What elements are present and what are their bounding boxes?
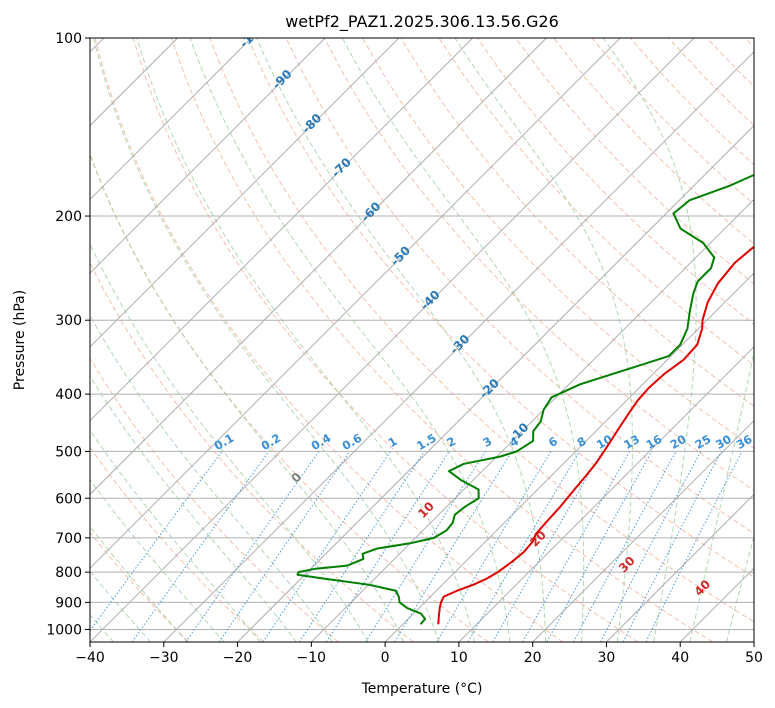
mixing-ratio-line (645, 451, 743, 642)
isotherm-line (90, 38, 326, 274)
dry-adiabat (132, 38, 639, 642)
chart-title: wetPf2_PAZ1.2025.306.13.56.G26 (285, 12, 559, 32)
y-tick-label: 1000 (46, 622, 82, 638)
profile-lines (296, 173, 754, 625)
dewpoint-profile-line (296, 173, 754, 625)
x-tick-label: 50 (745, 650, 763, 666)
isotherm-line (90, 38, 547, 496)
moist-adiabat (256, 38, 547, 642)
dry-adiabat (438, 38, 754, 366)
dry-adiabat (209, 38, 754, 623)
isotherm-line (90, 38, 400, 348)
moist-adiabat (726, 534, 754, 642)
dry-adiabat (400, 38, 754, 407)
isotherm-line (90, 38, 473, 422)
mixing-ratio-line (622, 451, 722, 642)
x-tick-label: 10 (450, 650, 468, 666)
mixing-ratio-line (218, 451, 351, 642)
dry-adiabat (323, 38, 754, 492)
y-tick-label: 700 (55, 531, 82, 547)
x-axis-label: Temperature (°C) (361, 681, 483, 697)
mixing-ratio-label: 16 (643, 432, 664, 452)
y-tick-label: 800 (55, 565, 82, 581)
moist-adiabat (90, 152, 404, 642)
moist-adiabat (92, 38, 440, 642)
background-lines (90, 38, 754, 642)
y-tick-label: 900 (55, 595, 82, 611)
x-tick-label: −20 (223, 650, 253, 666)
mixing-ratio-line (326, 451, 450, 642)
mixing-ratio-label: 30 (713, 432, 734, 452)
dry-adiabat (90, 446, 265, 642)
x-tick-label: 0 (381, 650, 390, 666)
mixing-ratio-line (394, 451, 513, 642)
mixing-ratio-line (365, 451, 486, 642)
moist-adiabat (341, 38, 585, 642)
mixing-ratio-line (600, 451, 702, 642)
mixing-ratio-label: 13 (621, 432, 642, 452)
plot-frame (89, 37, 755, 643)
x-tick-label: −40 (75, 650, 105, 666)
dry-adiabat (94, 38, 564, 642)
x-tick-label: −30 (149, 650, 179, 666)
y-tick-label: 600 (55, 491, 82, 507)
dry-adiabat (90, 261, 414, 642)
y-tick-label: 400 (55, 387, 82, 403)
mixing-ratio-line (262, 451, 391, 642)
isotherm-line (311, 198, 754, 642)
y-tick-label: 200 (55, 209, 82, 225)
mixing-ratio-label: 10 (594, 432, 615, 452)
moist-adiabat (90, 375, 297, 642)
moist-adiabat (689, 349, 754, 642)
y-tick-label: 300 (55, 313, 82, 329)
mixing-ratio-line (522, 451, 631, 642)
isotherm-line (90, 38, 252, 200)
isotherm-line (532, 420, 754, 642)
y-tick-label: 500 (55, 444, 82, 460)
dry-adiabat (362, 38, 754, 449)
dry-adiabat (515, 38, 754, 285)
isotherm-line (90, 38, 695, 642)
dry-adiabat (247, 38, 754, 578)
mixing-ratio-line (299, 451, 425, 642)
moist-adiabat (90, 242, 369, 642)
isotherm-line (384, 272, 754, 642)
mixing-ratio-label: 25 (692, 432, 713, 452)
isotherm-line (606, 493, 754, 642)
mixing-ratio-label: 20 (668, 432, 689, 452)
isotherm-line (90, 38, 621, 569)
dry-adiabat (90, 531, 190, 642)
mixing-ratio-line (546, 451, 653, 642)
x-tick-label: 40 (671, 650, 689, 666)
axes: −40 −30 −20 −10 0 10 20 30 40 50 100 200 300 400 500 60… (46, 31, 763, 666)
mixing-ratio-line (573, 451, 677, 642)
moist-adiabat (189, 38, 511, 642)
mixing-ratio-line (90, 451, 223, 632)
moist-adiabat (136, 38, 475, 642)
moist-adiabat (90, 429, 261, 642)
x-tick-label: 30 (598, 650, 616, 666)
dry-adiabat (90, 357, 339, 642)
moist-adiabat (90, 314, 333, 642)
moist-adiabat (90, 478, 225, 642)
x-tick-label: −10 (297, 650, 327, 666)
isotherm-line (163, 51, 754, 642)
y-axis-label: Pressure (hPa) (12, 290, 28, 390)
mixing-ratio-line (185, 451, 320, 642)
mixing-ratio-line (131, 451, 270, 642)
isotherm-line (237, 124, 754, 642)
y-tick-label: 100 (55, 31, 82, 47)
mixing-ratio-label: 36 (734, 432, 755, 452)
x-tick-label: 20 (524, 650, 542, 666)
moist-adiabat (603, 38, 697, 642)
isotherm-line (458, 346, 754, 642)
dry-adiabat (170, 38, 713, 642)
temperature-profile-line (437, 245, 754, 625)
